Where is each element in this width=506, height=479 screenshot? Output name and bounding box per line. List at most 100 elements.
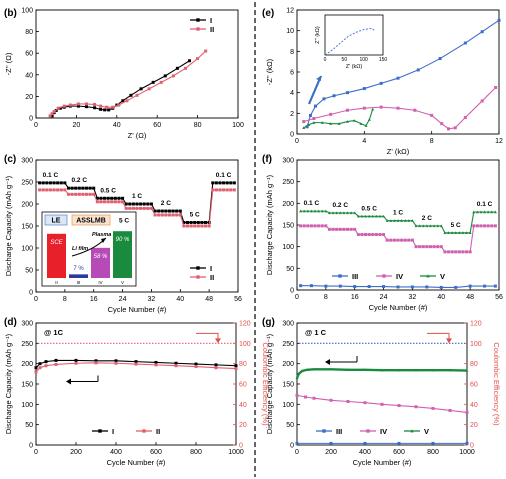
x-tick-label: 400 xyxy=(359,449,371,456)
data-point xyxy=(214,188,218,192)
inset-arrow-head xyxy=(101,238,106,243)
data-point xyxy=(45,181,49,185)
data-point xyxy=(410,219,414,222)
data-point xyxy=(465,231,469,234)
x-tick-label: 0 xyxy=(34,296,38,303)
data-point xyxy=(171,74,175,78)
data-point xyxy=(425,285,429,289)
data-point xyxy=(194,362,198,366)
y-tick-label: 150 xyxy=(21,382,33,389)
data-point xyxy=(164,213,168,217)
data-point xyxy=(300,369,304,373)
legend-marker xyxy=(338,274,342,278)
data-point xyxy=(362,106,366,110)
data-point xyxy=(454,250,458,254)
data-point xyxy=(93,103,97,106)
data-point xyxy=(44,360,48,364)
data-point xyxy=(312,121,316,124)
x-tick-label: 200 xyxy=(325,449,337,456)
data-point xyxy=(171,213,175,217)
x-tick-label: 800 xyxy=(190,449,202,456)
y-tick-label: 50 xyxy=(25,422,33,429)
inset-bar xyxy=(91,247,110,278)
y2-tick-label: 20 xyxy=(470,422,478,429)
inset-x-tick-label: 150 xyxy=(379,57,388,63)
rate-label: 0.1 C xyxy=(43,172,59,179)
data-point xyxy=(320,224,324,228)
data-point xyxy=(85,105,88,109)
data-point xyxy=(92,192,96,196)
y-tick-label: 12 xyxy=(286,8,294,15)
y-tick-label: 250 xyxy=(282,179,294,186)
y-tick-label: 150 xyxy=(282,223,294,230)
data-point xyxy=(448,368,452,372)
data-point xyxy=(189,220,193,224)
data-point xyxy=(193,220,197,224)
x-tick-label: 12 xyxy=(495,138,503,145)
panel-2: (d)0 200 400 600 800 1000050100150200250300Cy… xyxy=(4,317,270,467)
x-tick-label: 1000 xyxy=(228,449,244,456)
data-point xyxy=(480,99,484,103)
inset-category-label: V xyxy=(121,280,124,285)
data-point xyxy=(317,209,321,213)
data-point xyxy=(421,224,425,228)
x-tick-label: 60 xyxy=(153,122,161,129)
data-point xyxy=(218,188,222,192)
data-point xyxy=(214,181,218,185)
data-point xyxy=(431,368,435,372)
data-point xyxy=(299,224,303,228)
data-point xyxy=(453,126,457,130)
y2-tick-label: 40 xyxy=(470,402,478,409)
data-point xyxy=(299,209,303,213)
inset-bar xyxy=(113,231,132,278)
le-label: LE xyxy=(52,218,61,225)
ce-arrow xyxy=(196,332,219,340)
x-axis-label: Cycle Number (#) xyxy=(369,303,428,312)
plot-frame xyxy=(35,322,237,446)
data-point xyxy=(106,196,110,200)
data-point xyxy=(121,99,125,103)
y-tick-label: 150 xyxy=(21,224,33,231)
data-point xyxy=(486,210,490,214)
rate-label: 1 C xyxy=(132,193,142,200)
data-point xyxy=(400,238,404,242)
data-point xyxy=(44,364,48,368)
x-tick-label: 1000 xyxy=(459,449,475,456)
data-point xyxy=(149,202,153,206)
data-point xyxy=(362,87,366,91)
data-point xyxy=(302,126,306,129)
y-tick-label: 4 xyxy=(290,90,294,97)
data-point xyxy=(371,214,375,218)
y-tick-label: 50 xyxy=(25,268,33,275)
y-tick-label: 6 xyxy=(290,70,294,77)
data-point xyxy=(457,250,461,254)
data-point xyxy=(416,68,420,72)
data-point xyxy=(329,398,333,402)
data-point xyxy=(85,102,88,106)
data-point xyxy=(359,122,363,125)
data-point xyxy=(153,213,157,217)
data-point xyxy=(45,188,49,192)
legend-label: II xyxy=(210,25,214,34)
data-point xyxy=(232,188,236,192)
data-point xyxy=(338,211,342,215)
y-tick-label: 100 xyxy=(21,246,33,253)
data-point xyxy=(312,367,316,371)
data-point xyxy=(207,224,211,228)
data-point xyxy=(304,395,307,399)
y-tick-label: 50 xyxy=(286,266,294,273)
data-point xyxy=(160,209,164,213)
data-point xyxy=(428,224,432,228)
data-point xyxy=(211,188,215,192)
y-tick-label: 100 xyxy=(21,8,33,15)
data-point xyxy=(204,224,208,228)
x-tick-label: 0 xyxy=(34,122,38,129)
x-tick-label: 0 xyxy=(295,294,299,301)
data-point xyxy=(41,188,45,192)
data-point xyxy=(178,209,182,213)
x-tick-label: 16 xyxy=(90,296,98,303)
data-point xyxy=(48,188,52,192)
data-point xyxy=(364,233,368,237)
